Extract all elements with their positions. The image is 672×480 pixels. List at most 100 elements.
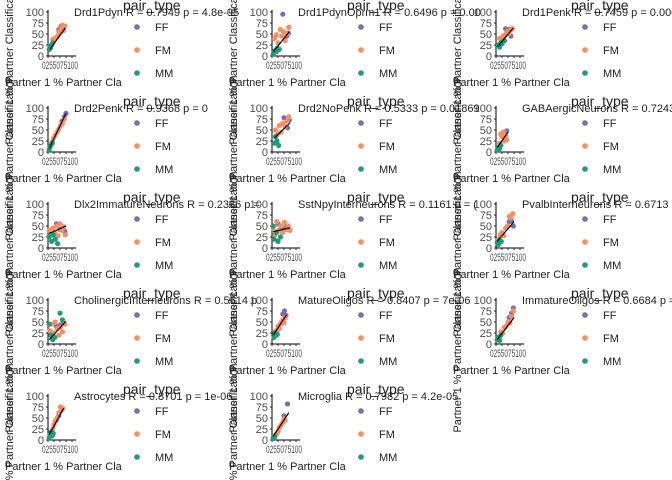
data-point-fm [281, 219, 288, 226]
regression-line [496, 317, 515, 340]
y-tick-label: 75 [32, 306, 44, 318]
y-tick-label: 0 [38, 435, 44, 447]
y-tick-label: 0 [38, 147, 44, 159]
legend-key-mm [582, 262, 588, 268]
y-tick-label: 75 [256, 18, 268, 30]
data-point-mm [55, 241, 61, 247]
y-tick-label: 0 [262, 339, 268, 351]
data-point-mm [270, 223, 276, 229]
y-tick-label: 75 [32, 402, 44, 414]
y-tick-label: 100 [250, 199, 268, 211]
x-axis-label: Partner 1 % Partner Cla [229, 461, 347, 473]
legend-title: pair_type [347, 93, 405, 109]
legend-title: pair_type [123, 0, 181, 13]
legend-key-mm [358, 262, 364, 268]
legend-key-fm [582, 335, 588, 341]
panel-title: Drd1Penk R = 0.7459 p = 0.0002 [522, 7, 672, 19]
data-point-mm [276, 46, 282, 53]
y-tick-label: 50 [32, 125, 44, 137]
legend-title: pair_type [571, 189, 629, 205]
y-tick-label: 100 [474, 199, 492, 211]
legend-title: pair_type [347, 0, 405, 13]
legend-label-mm: MM [155, 68, 173, 80]
x-axis-label: Partner 1 % Partner Cla [453, 173, 571, 185]
regression-line [48, 225, 67, 235]
x-tick-labels: 0255075100 [266, 444, 302, 456]
data-point-mm [57, 310, 63, 316]
legend-key-ff [134, 312, 140, 318]
legend-label-mm: MM [379, 356, 397, 368]
legend-key-fm [358, 239, 364, 245]
y-tick-label: 75 [256, 306, 268, 318]
y-tick-label: 25 [256, 136, 268, 148]
legend-key-ff [358, 408, 364, 414]
legend-label-ff: FF [379, 118, 393, 130]
legend-title: pair_type [123, 285, 181, 301]
facet-panel-10: CholinergicInterneurons R = 0.5514 pPart… [4, 267, 257, 432]
legend-label-ff: FF [603, 310, 617, 322]
legend-label-mm: MM [379, 68, 397, 80]
facet-panel-5: Drd2NoPenk R = 0.5333 p = 0.01869 Partner… [228, 75, 480, 240]
y-tick-label: 100 [26, 295, 44, 307]
data-point-fm [504, 137, 510, 143]
x-tick-labels: 0255075100 [42, 60, 78, 72]
y-tick-label: 75 [32, 18, 44, 30]
x-tick-labels: 0255075100 [266, 348, 302, 360]
legend-label-ff: FF [155, 22, 169, 34]
legend-key-mm [358, 358, 364, 364]
legend-key-fm [358, 143, 364, 149]
legend-label-ff: FF [379, 406, 393, 418]
y-tick-label: 25 [256, 40, 268, 52]
y-tick-label: 100 [26, 199, 44, 211]
data-point-fm [503, 323, 509, 329]
data-point-fm [510, 308, 516, 314]
data-point-fm [56, 332, 62, 338]
legend-label-mm: MM [155, 260, 173, 272]
regression-line [496, 131, 509, 148]
y-axis-label: Partner 1 % Partner Classification [452, 0, 464, 145]
panel-title: Astrocytes R = 0.8701 p = 1e-06 [74, 391, 232, 403]
y-tick-label: 75 [480, 114, 492, 126]
legend-key-mm [358, 166, 364, 172]
regression-line [273, 122, 291, 139]
legend-key-fm [358, 431, 364, 437]
legend-label-ff: FF [379, 22, 393, 34]
data-point-fm [55, 233, 61, 239]
legend-key-mm [134, 262, 140, 268]
y-tick-label: 25 [480, 136, 492, 148]
legend-title: pair_type [347, 189, 405, 205]
legend-key-fm [134, 431, 140, 437]
x-tick-labels: 0255075100 [490, 348, 526, 360]
legend-label-mm: MM [603, 164, 621, 176]
y-tick-label: 25 [32, 136, 44, 148]
legend-key-fm [134, 143, 140, 149]
y-tick-label: 0 [38, 243, 44, 255]
data-point-fm [273, 127, 279, 133]
legend-key-mm [582, 358, 588, 364]
facet-panel-8: SstNpyInterneurons R = 0.1161 p = (Partn… [228, 171, 477, 336]
legend-label-fm: FM [603, 141, 619, 153]
x-axis-label: Partner 1 % Partner Cla [5, 365, 123, 377]
y-tick-label: 75 [256, 210, 268, 222]
y-tick-label: 25 [32, 232, 44, 244]
legend-label-ff: FF [155, 310, 169, 322]
data-point-mm [52, 334, 58, 340]
y-tick-label: 0 [262, 243, 268, 255]
y-tick-label: 50 [480, 29, 492, 41]
data-point-ff [280, 11, 286, 17]
regression-line [272, 314, 287, 336]
panel-title: ImmatureOligos R = 0.6684 p = 0 [522, 295, 672, 307]
data-point-mm [46, 234, 52, 240]
y-tick-label: 50 [480, 125, 492, 137]
legend-key-mm [582, 166, 588, 172]
y-tick-label: 50 [480, 221, 492, 233]
panel-title: Drd2NoPenk R = 0.5333 p = 0.01869 [298, 103, 480, 115]
data-point-fm [60, 405, 66, 411]
legend-key-ff [134, 24, 140, 30]
legend-key-fm [358, 47, 364, 53]
y-axis-label: Partner 1 % Partner Classification [228, 75, 240, 240]
legend-key-fm [134, 335, 140, 341]
y-tick-label: 100 [474, 7, 492, 19]
data-point-mm [497, 337, 503, 344]
